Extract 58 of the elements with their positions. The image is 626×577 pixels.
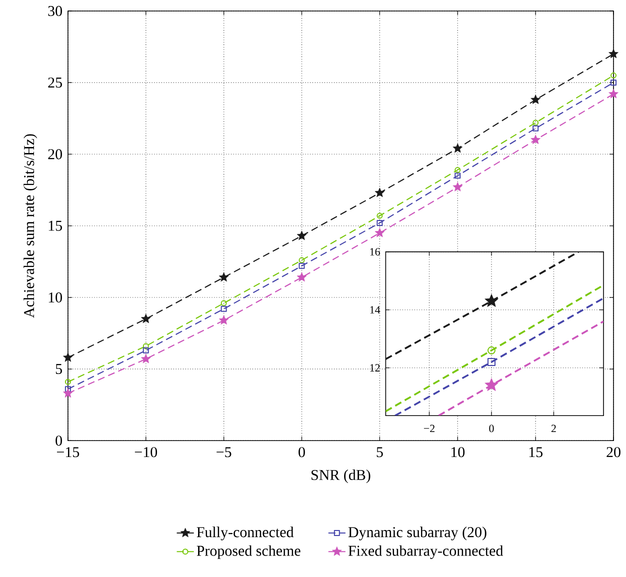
- point: [454, 172, 461, 179]
- y-tick-label: 15: [48, 221, 62, 232]
- point: [140, 314, 151, 324]
- point: [142, 343, 149, 350]
- point: [296, 272, 307, 282]
- y-tick-label: 12: [370, 364, 380, 372]
- point: [452, 182, 463, 192]
- y-tick-label: 5: [56, 364, 62, 374]
- legend-label: Fully-connected: [196, 526, 294, 541]
- x-tick-label: −2: [424, 425, 434, 432]
- point: [610, 80, 617, 86]
- y-tick-label: 16: [370, 248, 380, 256]
- x-tick-label: 20: [606, 447, 620, 458]
- point: [64, 379, 71, 386]
- point: [63, 352, 73, 362]
- point: [220, 300, 227, 306]
- y-tick-label: 25: [48, 78, 62, 88]
- point: [63, 388, 73, 398]
- y-tick-label: 10: [48, 292, 62, 303]
- point: [298, 263, 305, 270]
- point: [608, 89, 618, 98]
- legend-label: Proposed scheme: [196, 546, 300, 560]
- point: [532, 126, 539, 132]
- point: [608, 49, 618, 58]
- point: [376, 220, 383, 226]
- legend-label: Fixed subarray-connected: [348, 546, 504, 560]
- point: [532, 120, 539, 126]
- point: [374, 188, 385, 198]
- legend-label: Dynamic subarray (20): [348, 526, 486, 541]
- x-tick-label: −15: [56, 447, 80, 458]
- point: [218, 315, 229, 325]
- y-tick-label: 14: [370, 306, 380, 314]
- x-tick-label: 10: [451, 447, 465, 458]
- point: [298, 257, 305, 264]
- point: [374, 228, 385, 238]
- y-tick-label: 30: [48, 6, 62, 16]
- x-tick-label: 2: [551, 425, 556, 432]
- point: [64, 386, 71, 392]
- point: [142, 348, 149, 354]
- point: [296, 230, 307, 240]
- x-tick-label: 15: [529, 447, 542, 458]
- point: [454, 167, 461, 174]
- x-tick-label: −5: [216, 447, 232, 458]
- point: [140, 354, 151, 364]
- point: [530, 94, 540, 104]
- point: [452, 144, 463, 153]
- x-axis-title: SNR (dB): [312, 470, 370, 484]
- point: [530, 134, 540, 144]
- point: [610, 72, 617, 79]
- y-tick-label: 0: [56, 436, 62, 446]
- y-axis-title: Achievable sum rate (bit/s/Hz): [24, 134, 38, 318]
- point: [220, 306, 227, 312]
- x-tick-label: −10: [134, 447, 158, 458]
- x-tick-label: 0: [298, 447, 305, 458]
- y-tick-label: 20: [48, 149, 62, 160]
- x-tick-label: 0: [489, 424, 494, 432]
- point: [376, 213, 383, 220]
- point: [218, 272, 229, 282]
